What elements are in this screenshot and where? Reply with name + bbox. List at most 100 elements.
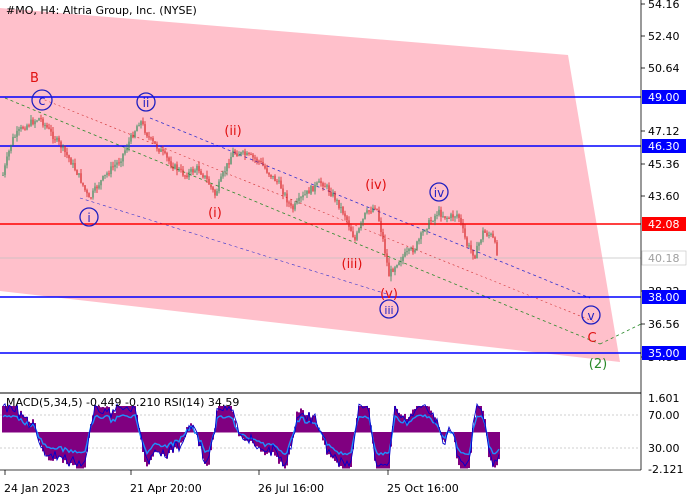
- candle-body: [12, 136, 14, 145]
- candle-body: [444, 216, 446, 218]
- macd-signal-line: [2, 414, 500, 456]
- candle-body: [54, 139, 56, 141]
- candle-body: [96, 186, 98, 189]
- price-tick-label: 43.60: [648, 190, 680, 203]
- candle-body: [46, 124, 48, 128]
- indicator-panel[interactable]: MACD(5,34,5) -0.449 -0.210 RSI(14) 34.59…: [0, 392, 683, 476]
- macd-bar: [424, 406, 426, 433]
- macd-bar: [422, 406, 424, 433]
- candle-body: [118, 162, 120, 164]
- macd-bar: [146, 432, 148, 467]
- candle-body: [212, 187, 214, 190]
- candle-body: [330, 192, 332, 196]
- candle-body: [294, 203, 296, 210]
- candle-body: [102, 175, 104, 181]
- macd-bar: [72, 432, 74, 466]
- macd-bar: [76, 432, 78, 469]
- candle-body: [60, 141, 62, 149]
- candle-body: [322, 183, 324, 187]
- price-axis[interactable]: 54.1652.4050.6447.1245.3643.6038.3236.56…: [640, 0, 687, 470]
- macd-bar: [2, 406, 4, 433]
- candle-body: [44, 124, 46, 126]
- candle-body: [240, 152, 242, 155]
- candle-body: [56, 137, 58, 141]
- macd-bar: [464, 432, 466, 469]
- macd-bar: [282, 432, 284, 467]
- macd-bar: [430, 410, 432, 433]
- candle-body: [170, 161, 172, 167]
- macd-bar: [396, 408, 398, 433]
- macd-bar: [94, 406, 96, 433]
- macd-bar: [220, 406, 222, 433]
- candle-body: [374, 207, 376, 209]
- macd-bar: [400, 414, 402, 433]
- macd-bar: [154, 432, 156, 453]
- macd-bar: [124, 406, 126, 433]
- candle-body: [314, 184, 316, 192]
- candle-body: [362, 218, 364, 223]
- macd-bar: [100, 407, 102, 433]
- candle-body: [356, 232, 358, 240]
- candle-body: [66, 152, 68, 156]
- candle-body: [354, 237, 356, 240]
- level-price-labels: 49.00 46.30 42.08 38.00 35.00: [642, 90, 686, 360]
- candle-body: [432, 221, 434, 223]
- candle-body: [478, 243, 480, 246]
- macd-bar: [134, 406, 136, 433]
- candle-body: [186, 175, 188, 178]
- macd-bar: [160, 432, 162, 456]
- candle-body: [90, 197, 92, 199]
- level-49-label: 49.00: [648, 91, 680, 104]
- candle-body: [114, 164, 116, 167]
- level-38-tag: [642, 290, 686, 304]
- macd-bar: [6, 406, 8, 433]
- macd-bar: [278, 432, 280, 464]
- macd-bar: [204, 432, 206, 464]
- candlestick-series[interactable]: [2, 114, 498, 282]
- candle-body: [116, 162, 118, 165]
- macd-bar: [298, 412, 300, 433]
- macd-bar: [426, 406, 428, 433]
- macd-bar: [432, 414, 434, 433]
- macd-bar: [52, 432, 54, 461]
- upper-dashed-trendline: [149, 117, 591, 299]
- candle-body: [310, 185, 312, 194]
- candle-body: [72, 162, 74, 165]
- candle-body: [244, 151, 246, 156]
- candle-body: [386, 253, 388, 263]
- macd-bar: [348, 432, 350, 469]
- macd-bar: [58, 432, 60, 457]
- candle-body: [208, 178, 210, 185]
- candle-body: [128, 141, 130, 148]
- candle-body: [438, 209, 440, 216]
- candle-body: [466, 237, 468, 246]
- candle-body: [24, 128, 26, 130]
- candle-body: [276, 181, 278, 183]
- candle-body: [326, 185, 328, 187]
- candle-body: [456, 214, 458, 217]
- candle-body: [474, 255, 476, 259]
- candle-body: [392, 268, 394, 272]
- candle-body: [434, 215, 436, 222]
- candle-body: [104, 174, 106, 176]
- macd-bar: [366, 406, 368, 433]
- candle-body: [98, 185, 100, 189]
- macd-bar: [46, 432, 48, 457]
- candle-body: [442, 216, 444, 218]
- candle-body: [298, 197, 300, 201]
- macd-bar: [260, 432, 262, 452]
- macd-bar: [346, 432, 348, 469]
- candle-body: [482, 230, 484, 240]
- macd-bar: [150, 432, 152, 461]
- macd-bar: [364, 406, 366, 433]
- candle-body: [382, 232, 384, 239]
- indicator-legend: MACD(5,34,5) -0.449 -0.210 RSI(14) 34.59: [6, 396, 239, 409]
- price-tick-label: 52.40: [648, 30, 680, 43]
- candle-body: [52, 131, 54, 140]
- candle-body: [224, 171, 226, 173]
- macd-bar: [62, 432, 64, 463]
- candle-body: [164, 151, 166, 153]
- macd-bar: [480, 406, 482, 433]
